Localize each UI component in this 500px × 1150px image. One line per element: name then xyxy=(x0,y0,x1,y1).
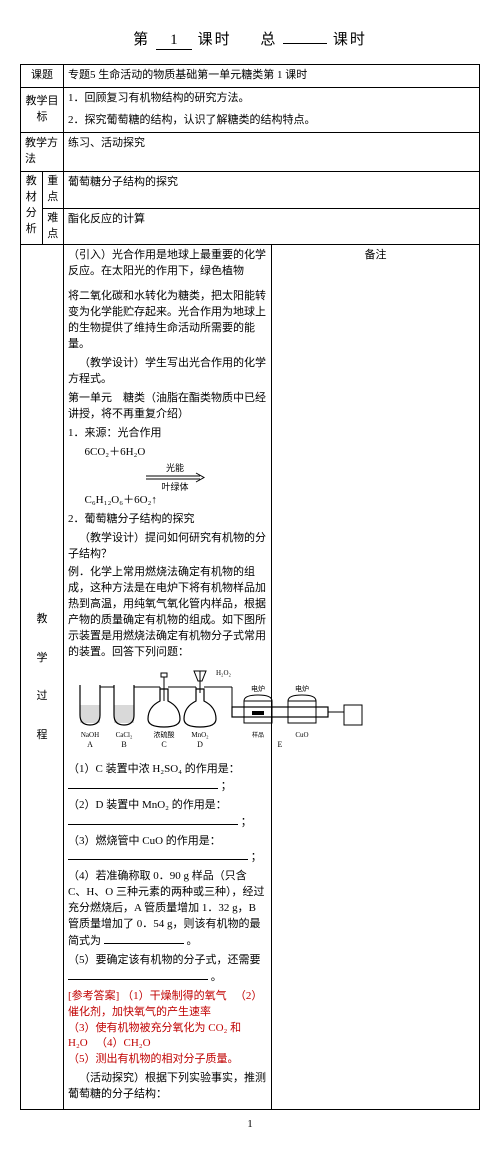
eq-left: 6CO₂＋6H₂O xyxy=(85,446,146,458)
guocheng-label: 教学过程 xyxy=(21,245,64,1110)
svg-text:D: D xyxy=(197,740,203,749)
fangfa-value: 练习、活动探究 xyxy=(64,132,480,171)
svg-text:CuO: CuO xyxy=(295,731,308,739)
header-total-blank xyxy=(283,43,327,44)
q3-line: （3）燃烧管中 CuO 的作用是： ； xyxy=(68,834,267,867)
p6: 2．葡萄糖分子结构的探究 xyxy=(68,512,267,528)
apparatus-diagram: A NaOH B CaCl₂ C 浓 xyxy=(68,667,267,759)
header-sep: 总 xyxy=(260,32,277,48)
table-row: 教材分析 重点 葡萄糖分子结构的探究 xyxy=(21,171,480,208)
blank-fill xyxy=(68,969,208,980)
svg-text:B: B xyxy=(121,740,126,749)
q2-line: （2）D 装置中 MnO₂ 的作用是： ； xyxy=(68,798,267,831)
keti-label: 课题 xyxy=(21,65,64,88)
blank-fill xyxy=(68,814,238,825)
lesson-plan-table: 课题 专题5 生命活动的物质基础第一单元糖类第 1 课时 教学目标 1．回顾复习… xyxy=(20,64,480,1110)
svg-text:光能: 光能 xyxy=(165,462,183,473)
q1-line: （1）C 装置中浓 H₂SO₄ 的作用是： ； xyxy=(68,762,267,795)
nandian-label: 难点 xyxy=(42,208,64,245)
page-header: 第 1 课时 总 课时 xyxy=(20,28,480,50)
zhongdian-value: 葡萄糖分子结构的探究 xyxy=(64,171,480,208)
header-number: 1 xyxy=(156,32,192,50)
table-row: 教学方法 练习、活动探究 xyxy=(21,132,480,171)
p3: （教学设计）学生写出光合作用的化学方程式。 xyxy=(68,356,267,388)
svg-text:NaOH: NaOH xyxy=(81,731,99,739)
svg-text:浓硫酸: 浓硫酸 xyxy=(154,730,175,739)
table-row: 教学目标 1．回顾复习有机物结构的研究方法。 xyxy=(21,87,480,109)
svg-text:E: E xyxy=(278,740,283,749)
page-number: 1 xyxy=(20,1118,480,1130)
eq-right: C₆H₁₂O₆＋6O₂↑ xyxy=(85,494,157,506)
table-row: 2．探究葡萄糖的结构，认识了解糖类的结构特点。 xyxy=(21,110,480,132)
table-row: 难点 酯化反应的计算 xyxy=(21,208,480,245)
svg-text:H₂O₂: H₂O₂ xyxy=(216,669,232,677)
apparatus-svg: A NaOH B CaCl₂ C 浓 xyxy=(68,667,368,753)
content-top: （引入）光合作用是地球上最重要的化学反应。在太阳光的作用下，绿色植物 xyxy=(64,245,272,283)
svg-text:A: A xyxy=(87,740,93,749)
svg-text:MnO₂: MnO₂ xyxy=(191,731,209,739)
blank-fill xyxy=(104,933,184,944)
jiaocai-label: 教材分析 xyxy=(21,171,43,245)
header-suffix: 课时 xyxy=(333,32,367,48)
p2: 将二氧化碳和水转化为糖类，把太阳能转变为化学能贮存起来。光合作用为地球上的生物提… xyxy=(68,289,267,353)
fangfa-label: 教学方法 xyxy=(21,132,64,171)
svg-text:电炉: 电炉 xyxy=(251,684,265,693)
p5: 1．来源：光合作用 xyxy=(68,426,267,442)
blank-fill xyxy=(68,778,218,789)
svg-text:样品: 样品 xyxy=(252,731,264,739)
blank-fill xyxy=(68,849,248,860)
reaction-arrow-icon: 光能 叶绿体 xyxy=(85,461,265,493)
p8: 例．化学上常用燃烧法确定有机物的组成，这种方法是在电炉下将有机物样品加热到高温，… xyxy=(68,565,267,661)
mubiao-label: 教学目标 xyxy=(21,87,64,132)
p1: （引入）光合作用是地球上最重要的化学反应。在太阳光的作用下，绿色植物 xyxy=(68,249,266,277)
answer-block: [参考答案] （1）干燥制得的氧气 （2）催化剂，加快氧气的产生速率 （3）使有… xyxy=(68,989,267,1069)
p9: （活动探究）根据下列实验事实，推测葡萄糖的分子结构： xyxy=(68,1071,267,1103)
svg-text:叶绿体: 叶绿体 xyxy=(161,481,188,492)
q5-line: （5）要确定该有机物的分子式，还需要 。 xyxy=(68,953,267,986)
mubiao-2: 2．探究葡萄糖的结构，认识了解糖类的结构特点。 xyxy=(64,110,480,132)
table-row: 课题 专题5 生命活动的物质基础第一单元糖类第 1 课时 xyxy=(21,65,480,88)
header-mid: 课时 xyxy=(198,32,232,48)
svg-text:C: C xyxy=(161,740,166,749)
keti-value: 专题5 生命活动的物质基础第一单元糖类第 1 课时 xyxy=(64,65,480,88)
table-row: 教学过程 （引入）光合作用是地球上最重要的化学反应。在太阳光的作用下，绿色植物 … xyxy=(21,245,480,283)
zhongdian-label: 重点 xyxy=(42,171,64,208)
p7: （教学设计）提问如何研究有机物的分子结构？ xyxy=(68,531,267,563)
content-main: 将二氧化碳和水转化为糖类，把太阳能转变为化学能贮存起来。光合作用为地球上的生物提… xyxy=(64,283,272,1109)
svg-text:电炉: 电炉 xyxy=(295,684,309,693)
nandian-value: 酯化反应的计算 xyxy=(64,208,480,245)
mubiao-1: 1．回顾复习有机物结构的研究方法。 xyxy=(64,87,480,109)
svg-text:CaCl₂: CaCl₂ xyxy=(116,731,133,739)
q4-line: （4）若准确称取 0．90 g 样品（只含 C、H、O 三种元素的两种或三种），… xyxy=(68,869,267,950)
p4: 第一单元 糖类（油脂在酯类物质中已经讲授，将不再重复介绍） xyxy=(68,391,267,423)
header-prefix: 第 xyxy=(133,32,150,48)
equation-line: 6CO₂＋6H₂O 光能 叶绿体 C₆H₁₂O₆＋6O₂↑ xyxy=(68,445,267,509)
